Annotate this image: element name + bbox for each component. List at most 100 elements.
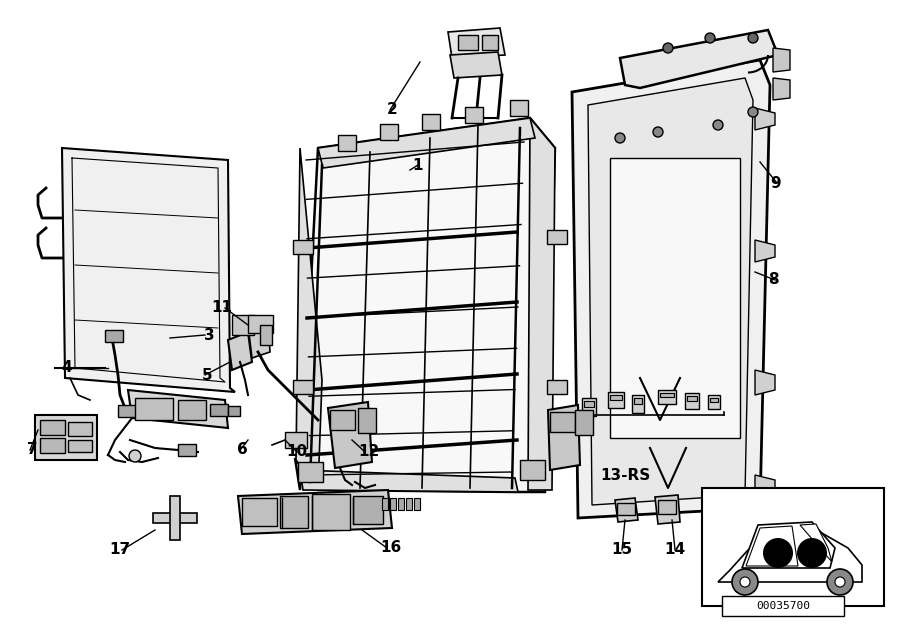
Bar <box>135 398 173 420</box>
Circle shape <box>748 33 758 43</box>
Bar <box>40 420 65 435</box>
Circle shape <box>615 133 625 143</box>
Bar <box>582 398 596 416</box>
Bar <box>398 498 404 510</box>
Bar <box>312 494 350 530</box>
Circle shape <box>827 569 853 595</box>
Circle shape <box>732 569 758 595</box>
Text: 6: 6 <box>238 443 248 457</box>
Bar <box>390 498 396 510</box>
Polygon shape <box>300 470 518 492</box>
Circle shape <box>129 450 141 462</box>
Polygon shape <box>248 320 270 358</box>
Bar <box>660 393 674 397</box>
Bar <box>353 496 383 524</box>
Bar <box>634 398 642 404</box>
Bar <box>658 390 676 404</box>
Polygon shape <box>755 240 775 262</box>
Text: 2: 2 <box>387 102 398 117</box>
Polygon shape <box>742 522 835 568</box>
Bar <box>687 396 697 401</box>
Text: 8: 8 <box>768 272 778 288</box>
Bar <box>242 498 277 526</box>
Circle shape <box>653 127 663 137</box>
Bar <box>298 462 323 482</box>
Polygon shape <box>746 526 798 566</box>
Polygon shape <box>62 148 235 392</box>
Polygon shape <box>773 48 790 72</box>
Bar <box>510 100 528 116</box>
Text: 14: 14 <box>664 542 686 558</box>
Polygon shape <box>572 60 770 518</box>
Text: 7: 7 <box>27 443 38 457</box>
Bar <box>105 330 123 342</box>
Text: 17: 17 <box>109 542 130 558</box>
Bar <box>210 404 228 416</box>
Bar <box>458 35 478 50</box>
Bar <box>260 325 272 345</box>
Bar <box>722 596 844 616</box>
Circle shape <box>705 33 715 43</box>
Bar <box>248 315 273 333</box>
Circle shape <box>797 538 827 568</box>
Polygon shape <box>800 524 832 562</box>
Circle shape <box>740 577 750 587</box>
Polygon shape <box>228 332 252 370</box>
Bar <box>406 498 412 510</box>
Text: 15: 15 <box>611 542 633 558</box>
Bar <box>178 400 206 420</box>
Polygon shape <box>153 513 197 523</box>
Polygon shape <box>718 532 862 582</box>
Circle shape <box>835 577 845 587</box>
Bar <box>35 415 97 460</box>
Bar <box>608 392 624 408</box>
Bar <box>520 460 545 480</box>
Bar <box>584 401 594 407</box>
Polygon shape <box>170 496 180 540</box>
Bar <box>187 496 199 508</box>
Bar <box>610 158 740 438</box>
Bar <box>358 408 376 433</box>
Polygon shape <box>755 108 775 130</box>
Bar <box>153 496 165 508</box>
Bar <box>610 395 622 400</box>
Bar <box>414 498 420 510</box>
Text: 16: 16 <box>380 540 401 556</box>
Text: 12: 12 <box>358 444 379 460</box>
Polygon shape <box>450 52 502 78</box>
Polygon shape <box>755 370 775 395</box>
Bar <box>685 393 699 409</box>
Polygon shape <box>328 402 372 468</box>
Polygon shape <box>620 30 778 88</box>
Bar <box>338 135 356 151</box>
Polygon shape <box>755 475 775 500</box>
Bar <box>68 440 92 452</box>
Bar <box>708 395 720 409</box>
Bar <box>40 438 65 453</box>
Polygon shape <box>128 390 228 428</box>
Text: 13-RS: 13-RS <box>600 467 650 483</box>
Circle shape <box>763 538 793 568</box>
Bar <box>293 240 313 254</box>
Bar <box>482 35 498 50</box>
Bar <box>658 500 676 514</box>
Bar <box>232 315 254 335</box>
Polygon shape <box>528 118 555 490</box>
Polygon shape <box>615 498 638 522</box>
Bar <box>710 398 718 402</box>
Bar <box>187 530 199 542</box>
Polygon shape <box>238 490 392 534</box>
Polygon shape <box>773 78 790 100</box>
Circle shape <box>713 120 723 130</box>
Polygon shape <box>296 148 322 490</box>
Bar <box>617 503 635 515</box>
Bar <box>422 114 440 130</box>
Text: 1: 1 <box>413 157 423 173</box>
Polygon shape <box>588 78 753 505</box>
Bar <box>575 410 593 435</box>
Text: 9: 9 <box>770 175 780 190</box>
Bar <box>547 380 567 394</box>
Bar <box>380 124 398 140</box>
Polygon shape <box>548 405 580 470</box>
Bar <box>382 498 388 510</box>
